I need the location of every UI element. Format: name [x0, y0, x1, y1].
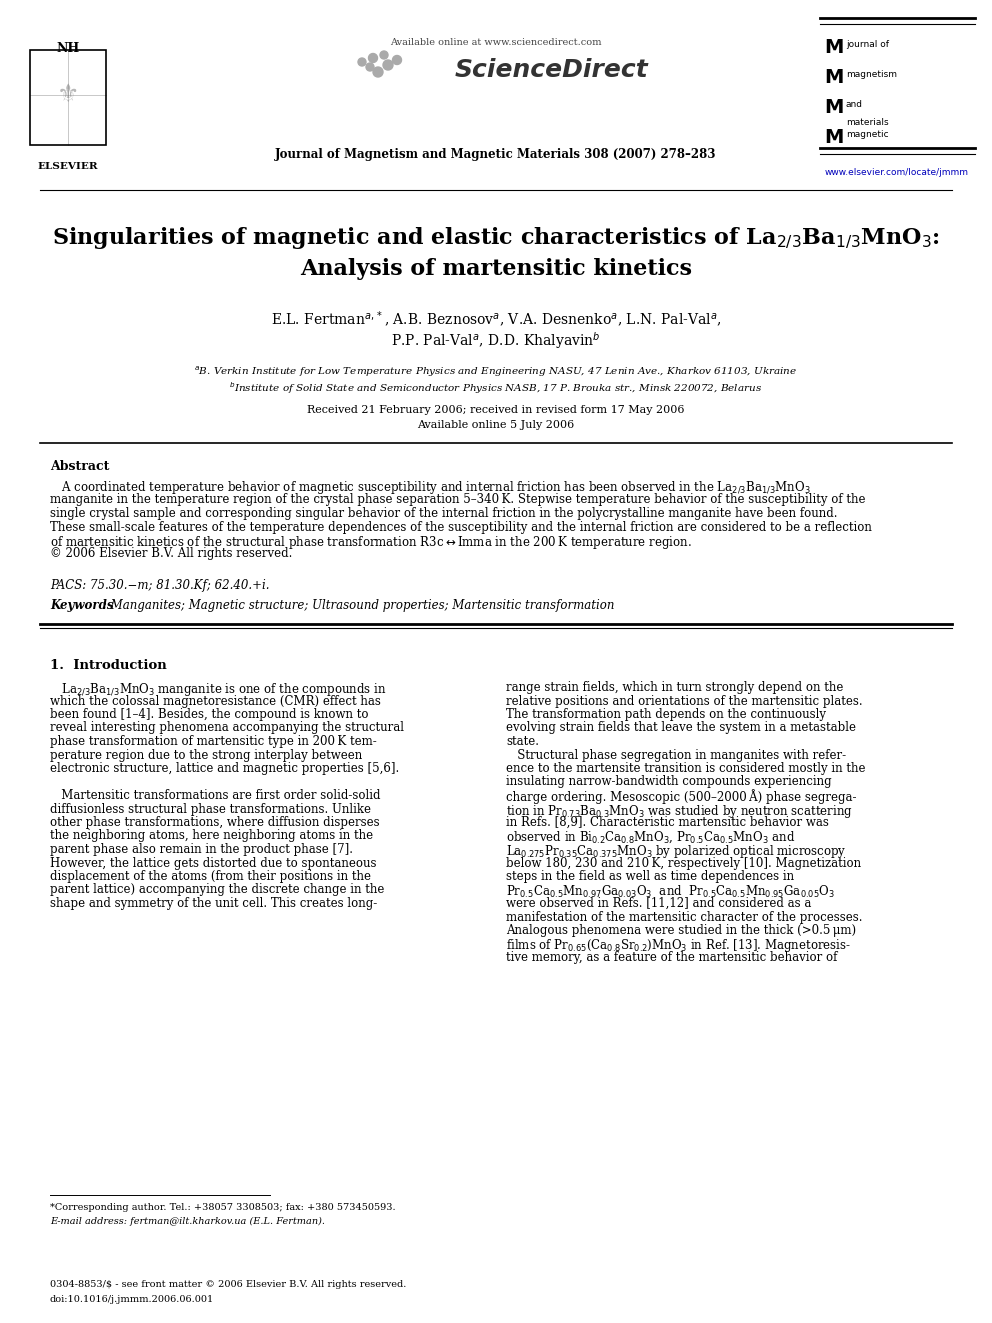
Text: NH: NH: [57, 42, 79, 56]
Text: 0304-8853/$ - see front matter © 2006 Elsevier B.V. All rights reserved.: 0304-8853/$ - see front matter © 2006 El…: [50, 1279, 407, 1289]
Text: ScienceDirect: ScienceDirect: [455, 58, 649, 82]
Text: displacement of the atoms (from their positions in the: displacement of the atoms (from their po…: [50, 871, 371, 882]
Circle shape: [373, 67, 383, 77]
Text: steps in the field as well as time dependences in: steps in the field as well as time depen…: [506, 871, 795, 882]
Text: Analogous phenomena were studied in the thick (>0.5 μm): Analogous phenomena were studied in the …: [506, 923, 856, 937]
Text: © 2006 Elsevier B.V. All rights reserved.: © 2006 Elsevier B.V. All rights reserved…: [50, 548, 293, 561]
Text: Analysis of martensitic kinetics: Analysis of martensitic kinetics: [300, 258, 692, 280]
Text: magnetism: magnetism: [846, 70, 897, 79]
Text: range strain fields, which in turn strongly depend on the: range strain fields, which in turn stron…: [506, 681, 843, 695]
Text: phase transformation of martensitic type in 200 K tem-: phase transformation of martensitic type…: [50, 736, 377, 747]
Text: evolving strain fields that leave the system in a metastable: evolving strain fields that leave the sy…: [506, 721, 856, 734]
Circle shape: [383, 60, 393, 70]
Text: been found [1–4]. Besides, the compound is known to: been found [1–4]. Besides, the compound …: [50, 708, 368, 721]
Circle shape: [393, 56, 402, 65]
Text: the neighboring atoms, here neighboring atoms in the: the neighboring atoms, here neighboring …: [50, 830, 373, 843]
Text: La$_{0.275}$Pr$_{0.35}$Ca$_{0.375}$MnO$_3$ by polarized optical microscopy: La$_{0.275}$Pr$_{0.35}$Ca$_{0.375}$MnO$_…: [506, 843, 846, 860]
Text: Available online 5 July 2006: Available online 5 July 2006: [418, 419, 574, 430]
Text: journal of: journal of: [846, 40, 889, 49]
Text: parent lattice) accompanying the discrete change in the: parent lattice) accompanying the discret…: [50, 884, 384, 897]
Text: were observed in Refs. [11,12] and considered as a: were observed in Refs. [11,12] and consi…: [506, 897, 811, 910]
Text: Received 21 February 2006; received in revised form 17 May 2006: Received 21 February 2006; received in r…: [308, 405, 684, 415]
Text: E-mail address: fertman@ilt.kharkov.ua (E.L. Fertman).: E-mail address: fertman@ilt.kharkov.ua (…: [50, 1217, 325, 1226]
Text: ence to the martensite transition is considered mostly in the: ence to the martensite transition is con…: [506, 762, 865, 775]
Text: magnetic: magnetic: [846, 130, 889, 139]
Text: films of Pr$_{0.65}$(Ca$_{0.8}$Sr$_{0.2}$)MnO$_3$ in Ref. [13]. Magnetoresis-: films of Pr$_{0.65}$(Ca$_{0.8}$Sr$_{0.2}…: [506, 938, 851, 954]
Text: and: and: [846, 101, 863, 108]
Text: Pr$_{0.5}$Ca$_{0.5}$Mn$_{0.97}$Ga$_{0.03}$O$_3$  and  Pr$_{0.5}$Ca$_{0.5}$Mn$_{0: Pr$_{0.5}$Ca$_{0.5}$Mn$_{0.97}$Ga$_{0.03…: [506, 884, 835, 900]
Circle shape: [380, 52, 388, 60]
Text: M: M: [824, 38, 843, 57]
Text: La$_{2/3}$Ba$_{1/3}$MnO$_3$ manganite is one of the compounds in: La$_{2/3}$Ba$_{1/3}$MnO$_3$ manganite is…: [50, 681, 387, 697]
Text: diffusionless structural phase transformations. Unlike: diffusionless structural phase transform…: [50, 803, 371, 815]
Text: other phase transformations, where diffusion disperses: other phase transformations, where diffu…: [50, 816, 380, 830]
Text: tion in Pr$_{0.73}$Ba$_{0.3}$MnO$_3$ was studied by neutron scattering: tion in Pr$_{0.73}$Ba$_{0.3}$MnO$_3$ was…: [506, 803, 853, 819]
Text: electronic structure, lattice and magnetic properties [5,6].: electronic structure, lattice and magnet…: [50, 762, 399, 775]
Text: of martensitic kinetics of the structural phase transformation R3c$\leftrightarr: of martensitic kinetics of the structura…: [50, 534, 691, 550]
Text: www.elsevier.com/locate/jmmm: www.elsevier.com/locate/jmmm: [825, 168, 969, 177]
Text: 1.  Introduction: 1. Introduction: [50, 659, 167, 672]
Text: in Refs. [8,9]. Characteristic martensitic behavior was: in Refs. [8,9]. Characteristic martensit…: [506, 816, 829, 830]
Text: observed in Bi$_{0.2}$Ca$_{0.8}$MnO$_3$, Pr$_{0.5}$Ca$_{0.5}$MnO$_3$ and: observed in Bi$_{0.2}$Ca$_{0.8}$MnO$_3$,…: [506, 830, 796, 845]
Text: Abstract: Abstract: [50, 460, 109, 474]
Text: tive memory, as a feature of the martensitic behavior of: tive memory, as a feature of the martens…: [506, 951, 837, 964]
Text: Singularities of magnetic and elastic characteristics of La$_{2/3}$Ba$_{1/3}$MnO: Singularities of magnetic and elastic ch…: [52, 225, 940, 251]
Text: M: M: [824, 128, 843, 147]
Circle shape: [366, 64, 374, 71]
Text: manganite in the temperature region of the crystal phase separation 5–340 K. Ste: manganite in the temperature region of t…: [50, 493, 865, 507]
Text: The transformation path depends on the continuously: The transformation path depends on the c…: [506, 708, 826, 721]
Text: M: M: [824, 67, 843, 87]
Text: reveal interesting phenomena accompanying the structural: reveal interesting phenomena accompanyin…: [50, 721, 404, 734]
Text: A coordinated temperature behavior of magnetic susceptibility and internal frict: A coordinated temperature behavior of ma…: [50, 480, 810, 496]
Text: Structural phase segregation in manganites with refer-: Structural phase segregation in manganit…: [506, 749, 846, 762]
Text: below 180, 230 and 210 K, respectively [10]. Magnetization: below 180, 230 and 210 K, respectively […: [506, 856, 861, 869]
Text: : Manganites; Magnetic structure; Ultrasound properties; Martensitic transformat: : Manganites; Magnetic structure; Ultras…: [103, 599, 614, 613]
Text: Journal of Magnetism and Magnetic Materials 308 (2007) 278–283: Journal of Magnetism and Magnetic Materi…: [275, 148, 717, 161]
Text: ELSEVIER: ELSEVIER: [38, 161, 98, 171]
FancyBboxPatch shape: [30, 50, 106, 146]
Text: relative positions and orientations of the martensitic plates.: relative positions and orientations of t…: [506, 695, 863, 708]
Text: Keywords: Keywords: [50, 599, 113, 613]
Circle shape: [358, 58, 366, 66]
Text: *Corresponding author. Tel.: +38057 3308503; fax: +380 573450593.: *Corresponding author. Tel.: +38057 3308…: [50, 1203, 396, 1212]
Text: charge ordering. Mesoscopic (500–2000 Å) phase segrega-: charge ordering. Mesoscopic (500–2000 Å)…: [506, 789, 856, 804]
Text: perature region due to the strong interplay between: perature region due to the strong interp…: [50, 749, 362, 762]
Text: $^{a}$B. Verkin Institute for Low Temperature Physics and Engineering NASU, 47 L: $^{a}$B. Verkin Institute for Low Temper…: [194, 365, 798, 380]
Text: parent phase also remain in the product phase [7].: parent phase also remain in the product …: [50, 843, 353, 856]
Text: ⚜: ⚜: [57, 83, 79, 107]
Text: PACS: 75.30.−m; 81.30.Kf; 62.40.+i.: PACS: 75.30.−m; 81.30.Kf; 62.40.+i.: [50, 579, 270, 591]
Text: However, the lattice gets distorted due to spontaneous: However, the lattice gets distorted due …: [50, 856, 377, 869]
Text: insulating narrow-bandwidth compounds experiencing: insulating narrow-bandwidth compounds ex…: [506, 775, 831, 789]
Text: shape and symmetry of the unit cell. This creates long-: shape and symmetry of the unit cell. Thi…: [50, 897, 377, 910]
Text: M: M: [824, 98, 843, 116]
Text: Available online at www.sciencedirect.com: Available online at www.sciencedirect.co…: [390, 38, 602, 48]
Text: materials: materials: [846, 118, 889, 127]
Text: Martensitic transformations are first order solid-solid: Martensitic transformations are first or…: [50, 789, 381, 802]
Text: which the colossal magnetoresistance (CMR) effect has: which the colossal magnetoresistance (CM…: [50, 695, 381, 708]
Text: state.: state.: [506, 736, 539, 747]
Text: manifestation of the martensitic character of the processes.: manifestation of the martensitic charact…: [506, 910, 862, 923]
Text: E.L. Fertman$^{a,*}$, A.B. Beznosov$^{a}$, V.A. Desnenko$^{a}$, L.N. Pal-Val$^{a: E.L. Fertman$^{a,*}$, A.B. Beznosov$^{a}…: [271, 310, 721, 329]
Circle shape: [368, 53, 378, 62]
Text: single crystal sample and corresponding singular behavior of the internal fricti: single crystal sample and corresponding …: [50, 507, 837, 520]
Text: $^{b}$Institute of Solid State and Semiconductor Physics NASB, 17 P. Brouka str.: $^{b}$Institute of Solid State and Semic…: [229, 380, 763, 396]
Text: P.P. Pal-Val$^{a}$, D.D. Khalyavin$^{b}$: P.P. Pal-Val$^{a}$, D.D. Khalyavin$^{b}$: [391, 329, 601, 351]
Text: doi:10.1016/j.jmmm.2006.06.001: doi:10.1016/j.jmmm.2006.06.001: [50, 1295, 214, 1304]
Text: These small-scale features of the temperature dependences of the susceptibility : These small-scale features of the temper…: [50, 520, 872, 533]
